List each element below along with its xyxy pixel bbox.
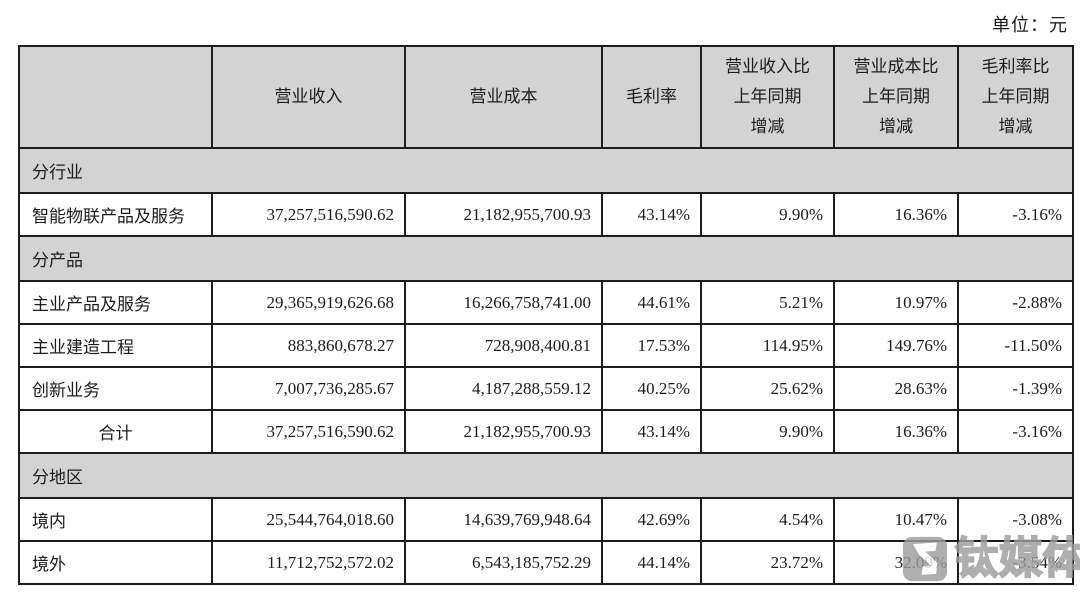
section-label: 分产品 [18,235,1074,282]
value-cell: 43.14% [601,192,702,237]
table-row: 创新业务 7,007,736,285.67 4,187,288,559.12 40.2… [18,366,1074,411]
table-header: 营业收入 营业成本 毛利率 营业收入比 上年同期 增减 营业成本比 上年同期 增减 毛利率… [18,45,1074,149]
value-cell: 9.90% [700,192,835,237]
row-label: 境内 [18,497,213,542]
column-header: 营业收入 [211,45,406,149]
value-cell: -1.39% [957,366,1074,411]
table-row: 合计 37,257,516,590.62 21,182,955,700.93 43.1… [18,409,1074,454]
row-label: 创新业务 [18,366,213,411]
row-label: 智能物联产品及服务 [18,192,213,237]
value-cell: 25.62% [700,366,835,411]
financial-table: 营业收入 营业成本 毛利率 营业收入比 上年同期 增减 营业成本比 上年同期 增减 毛利率… [18,45,1074,585]
value-cell: 6,543,185,752.29 [404,540,603,585]
value-cell: 42.69% [601,497,702,542]
table-row: 主业建造工程 883,860,678.27 728,908,400.81 17.53%… [18,323,1074,368]
value-cell: 9.90% [700,409,835,454]
column-header: 营业成本比 上年同期 增减 [833,45,959,149]
column-header-blank [18,45,213,149]
value-cell: 5.21% [700,280,835,325]
section-label: 分地区 [18,452,1074,499]
value-cell: 4.54% [700,497,835,542]
value-cell: 25,544,764,018.60 [211,497,406,542]
table-row: 境外 11,712,752,572.02 6,543,185,752.29 44.14… [18,540,1074,585]
column-header: 毛利率比 上年同期 增减 [957,45,1074,149]
table-row: 智能物联产品及服务 37,257,516,590.62 21,182,955,700… [18,192,1074,237]
value-cell: 23.72% [700,540,835,585]
value-cell: 37,257,516,590.62 [211,192,406,237]
unit-label: 单位：元 [992,15,1068,35]
row-label: 合计 [18,409,213,454]
value-cell: -3.54% [957,540,1074,585]
value-cell: 10.47% [833,497,959,542]
value-cell: 4,187,288,559.12 [404,366,603,411]
value-cell: -3.16% [957,192,1074,237]
table-row: 境内 25,544,764,018.60 14,639,769,948.64 42.6… [18,497,1074,542]
value-cell: 728,908,400.81 [404,323,603,368]
section-row: 分地区 [18,452,1074,499]
row-label: 主业建造工程 [18,323,213,368]
value-cell: 29,365,919,626.68 [211,280,406,325]
value-cell: 28.63% [833,366,959,411]
value-cell: 149.76% [833,323,959,368]
value-cell: 17.53% [601,323,702,368]
value-cell: -3.08% [957,497,1074,542]
value-cell: 37,257,516,590.62 [211,409,406,454]
value-cell: 32.09% [833,540,959,585]
value-cell: 44.14% [601,540,702,585]
column-header: 毛利率 [601,45,702,149]
value-cell: 43.14% [601,409,702,454]
value-cell: 883,860,678.27 [211,323,406,368]
table-body: 分行业 智能物联产品及服务 37,257,516,590.62 21,182,955,… [18,147,1074,585]
column-header: 营业成本 [404,45,603,149]
value-cell: 21,182,955,700.93 [404,409,603,454]
value-cell: 40.25% [601,366,702,411]
section-row: 分产品 [18,235,1074,282]
value-cell: 21,182,955,700.93 [404,192,603,237]
value-cell: -2.88% [957,280,1074,325]
section-label: 分行业 [18,147,1074,194]
row-label: 境外 [18,540,213,585]
row-label: 主业产品及服务 [18,280,213,325]
section-row: 分行业 [18,147,1074,194]
value-cell: 14,639,769,948.64 [404,497,603,542]
value-cell: 114.95% [700,323,835,368]
value-cell: 44.61% [601,280,702,325]
value-cell: 16.36% [833,192,959,237]
value-cell: 7,007,736,285.67 [211,366,406,411]
value-cell: 10.97% [833,280,959,325]
value-cell: 16.36% [833,409,959,454]
value-cell: -3.16% [957,409,1074,454]
header-row: 营业收入 营业成本 毛利率 营业收入比 上年同期 增减 营业成本比 上年同期 增减 毛利率… [18,45,1074,149]
column-header: 营业收入比 上年同期 增减 [700,45,835,149]
value-cell: -11.50% [957,323,1074,368]
table-row: 主业产品及服务 29,365,919,626.68 16,266,758,741.0… [18,280,1074,325]
value-cell: 16,266,758,741.00 [404,280,603,325]
value-cell: 11,712,752,572.02 [211,540,406,585]
